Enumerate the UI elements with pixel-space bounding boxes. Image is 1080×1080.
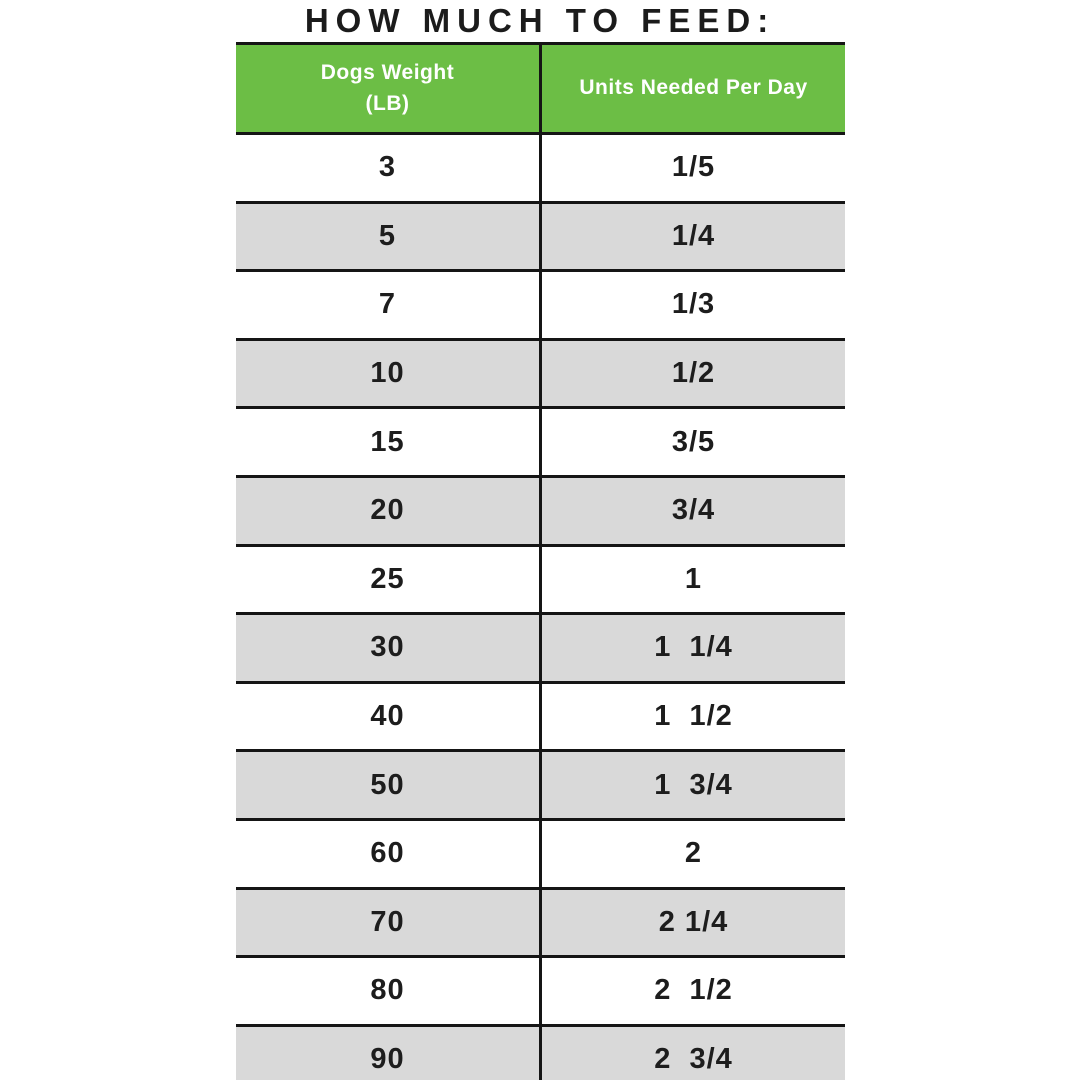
table-header-row: Dogs Weight (LB) Units Needed Per Day [236,45,845,135]
weight-cell: 50 [236,752,542,818]
units-cell: 1 1/4 [542,615,845,681]
units-cell: 2 1/2 [654,974,733,1007]
units-cell: 3/5 [671,425,716,458]
table-body: 3 1/5 5 1/4 7 1/3 10 1/2 15 3/5 20 3/4 2… [236,135,845,1080]
weight-cell: 7 [236,272,542,338]
table-row: 3 1/5 [236,135,845,204]
units-cell: 1 [684,562,703,595]
weight-cell: 20 [236,477,542,544]
units-cell: 2 1/4 [542,889,845,956]
weight-cell: 40 [236,683,542,750]
weight-cell: 90 [236,1026,542,1080]
units-cell: 1/5 [671,151,716,184]
weight-cell: 3 [236,135,542,201]
table-row: 80 2 1/2 [236,958,845,1027]
weight-cell: 15 [236,409,542,475]
table-row: 20 3/4 [236,477,845,547]
units-label: Units Needed Per Day [579,76,808,100]
table-row: 5 1/4 [236,203,845,273]
header-cell-dogs-weight: Dogs Weight (LB) [236,45,542,132]
table-row: 10 1/2 [236,340,845,410]
units-cell: 1/3 [671,288,716,321]
units-cell: 1/2 [542,340,845,407]
weight-cell: 80 [236,958,542,1024]
table-row: 50 1 3/4 [236,752,845,821]
units-cell: 2 [684,837,703,870]
dogs-weight-label-line1: Dogs Weight [320,61,455,85]
weight-cell: 60 [236,820,542,887]
dogs-weight-label: Dogs Weight (LB) [321,58,454,119]
table-row: 60 2 [236,820,845,890]
header-cell-units: Units Needed Per Day [542,45,845,132]
units-cell: 3/4 [542,477,845,544]
feeding-table: Dogs Weight (LB) Units Needed Per Day 3 … [236,42,845,1080]
weight-cell: 10 [236,340,542,407]
table-row: 70 2 1/4 [236,889,845,959]
table-row: 7 1/3 [236,272,845,341]
table-row: 15 3/5 [236,409,845,478]
units-cell: 1 3/4 [542,752,845,818]
page-title: HOW MUCH TO FEED: [304,2,776,39]
weight-cell: 25 [236,546,542,613]
table-row: 30 1 1/4 [236,615,845,684]
units-cell: 1/4 [542,203,845,270]
dogs-weight-label-line2: (LB) [365,91,410,115]
weight-cell: 5 [236,203,542,270]
weight-cell: 70 [236,889,542,956]
table-row: 40 1 1/2 [236,683,845,753]
units-cell: 1 1/2 [654,700,733,733]
table-row: 90 2 3/4 [236,1026,845,1080]
units-cell: 2 3/4 [542,1026,845,1080]
table-row: 25 1 [236,546,845,616]
weight-cell: 30 [236,615,542,681]
